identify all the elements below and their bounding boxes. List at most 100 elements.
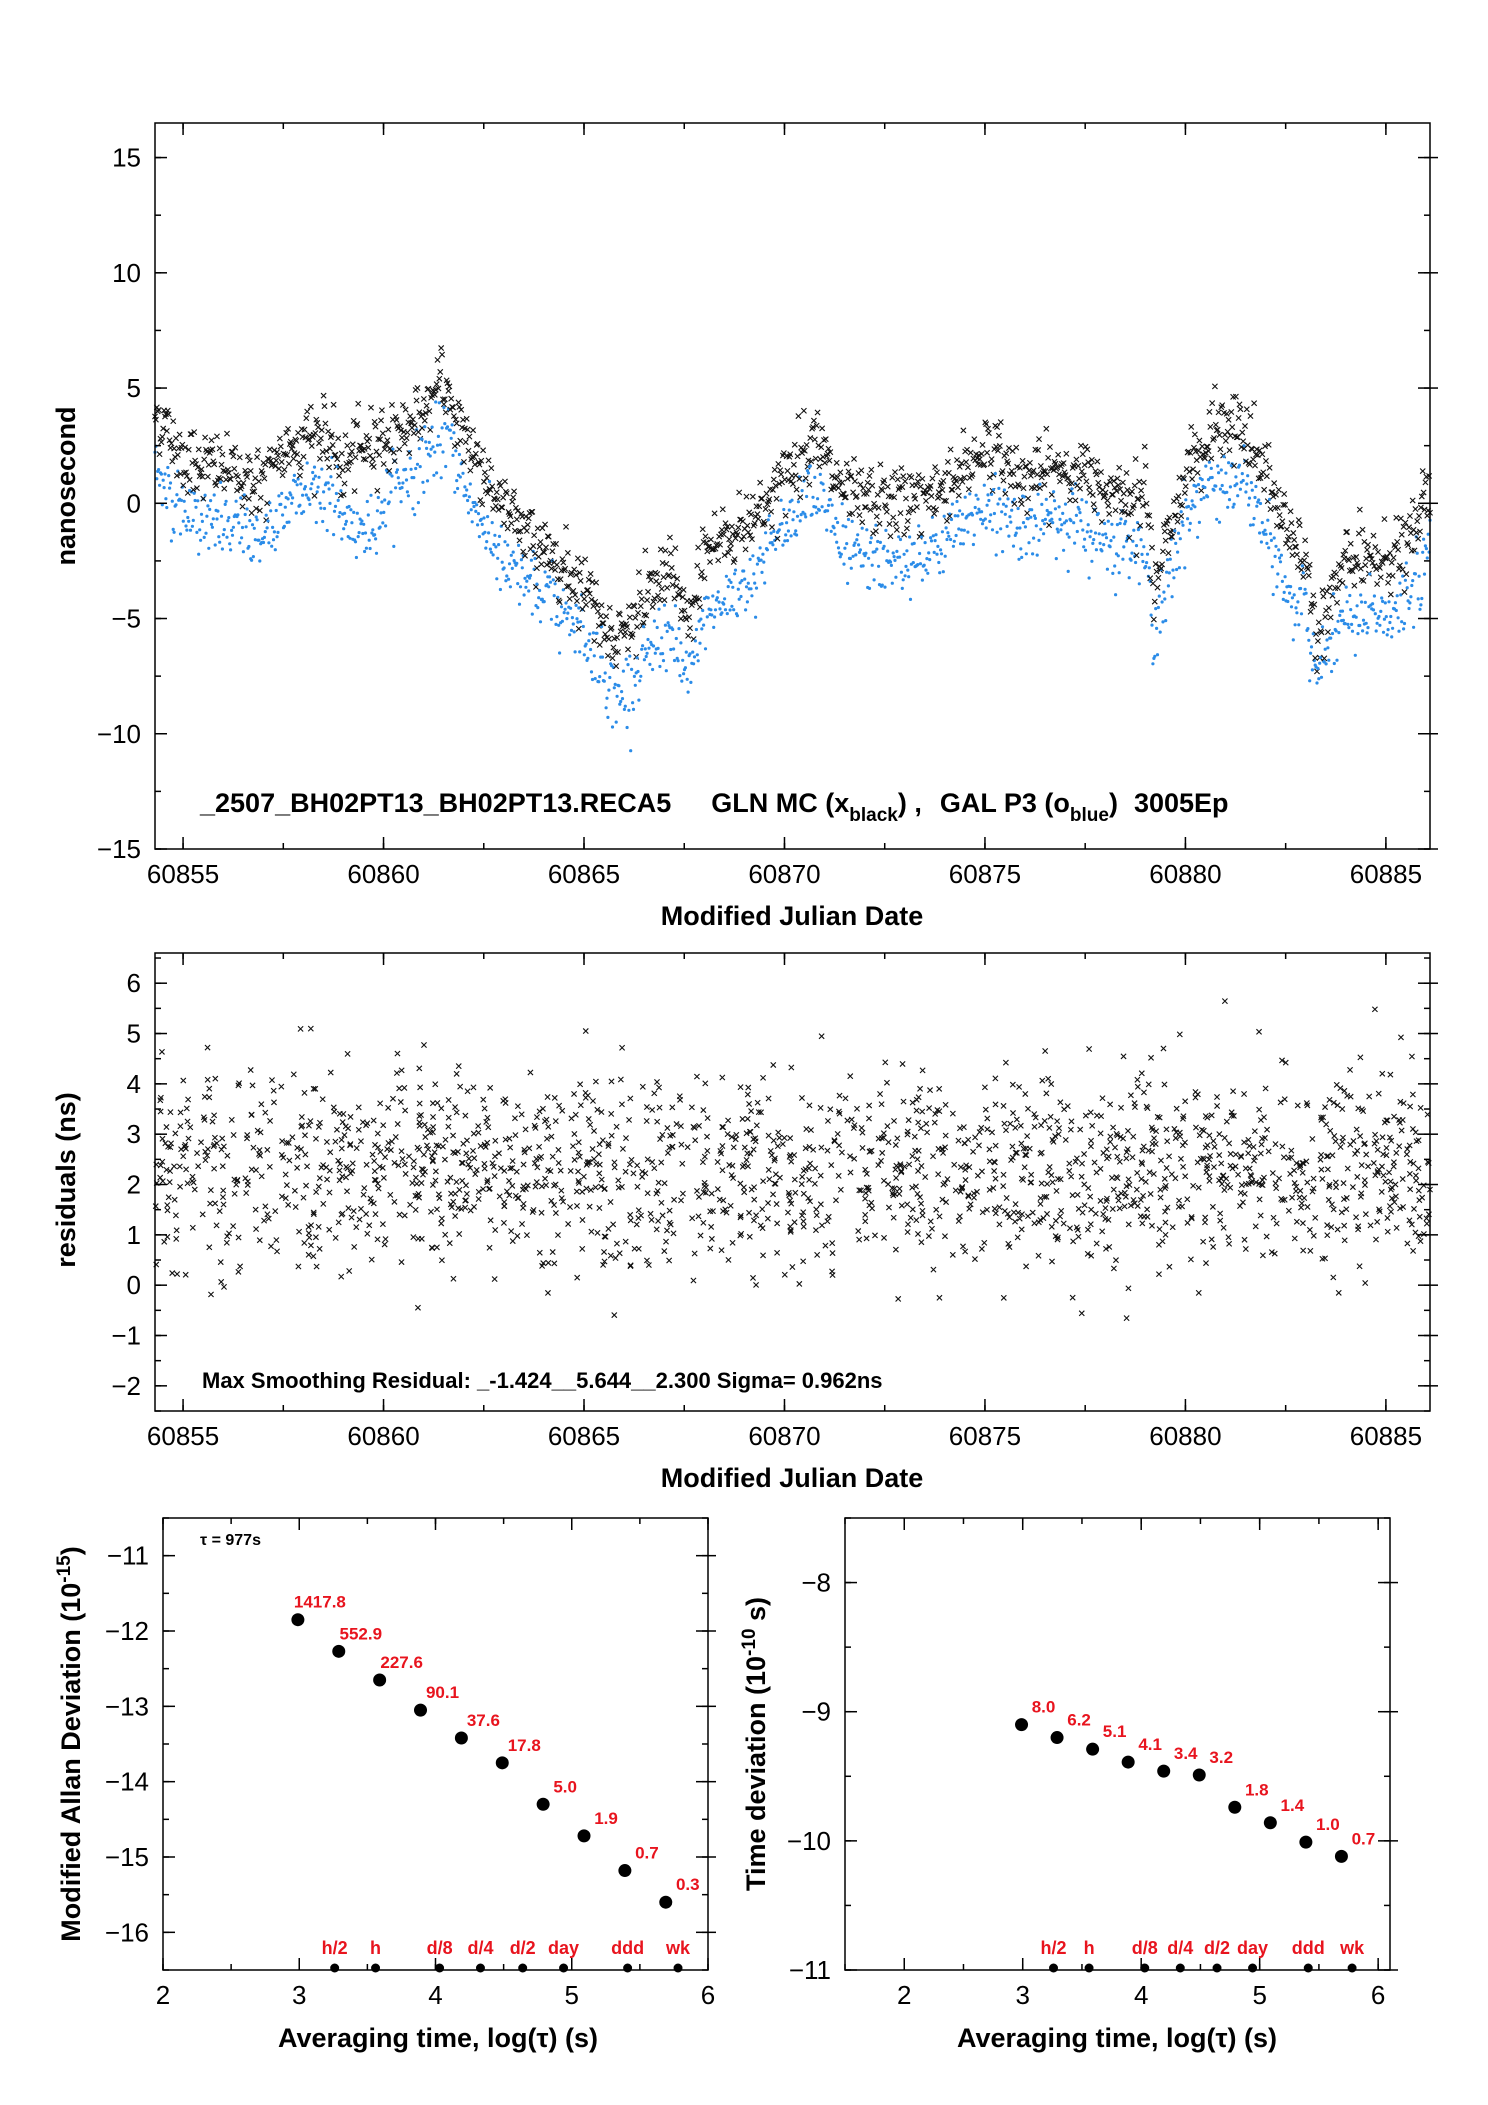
blue-point	[855, 538, 859, 542]
residual-x-point	[659, 1131, 666, 1138]
black-x-point	[319, 448, 326, 455]
residual-x-point	[746, 1209, 753, 1216]
blue-point	[1049, 511, 1053, 515]
black-x-point	[464, 426, 471, 433]
phase-y-tick-label: 5	[127, 373, 141, 403]
blue-point	[966, 530, 970, 534]
black-x-point	[322, 420, 329, 427]
residual-x-point	[1109, 1205, 1116, 1212]
residual-x-point	[1157, 1186, 1164, 1193]
blue-point	[1327, 658, 1331, 662]
residual-x-point	[527, 1069, 534, 1076]
black-x-point	[344, 442, 351, 449]
residual-x-point	[177, 1109, 184, 1116]
blue-point	[781, 543, 785, 547]
residual-y-tick-label: 5	[127, 1019, 141, 1049]
blue-point	[425, 446, 429, 450]
residual-x-point	[1014, 1234, 1021, 1241]
residual-x-point	[1218, 1181, 1225, 1187]
blue-point	[362, 522, 366, 526]
residual-x-point	[1326, 1183, 1333, 1190]
mdev-point-label: 0.3	[676, 1875, 700, 1894]
black-x-point	[194, 464, 201, 471]
black-x-point	[1307, 608, 1314, 615]
black-x-point	[300, 453, 307, 460]
blue-point	[680, 679, 684, 683]
black-x-point	[711, 510, 718, 517]
blue-point	[961, 542, 966, 546]
residual-x-point	[978, 1245, 985, 1252]
blue-point	[586, 656, 590, 660]
residual-x-point	[1210, 1243, 1217, 1250]
blue-point	[584, 642, 588, 646]
residual-x-point	[326, 1189, 333, 1196]
blue-point	[716, 590, 720, 594]
black-x-point	[183, 473, 190, 480]
residual-x-point	[1177, 1133, 1184, 1140]
residual-x-point	[224, 1152, 231, 1159]
residual-x-point	[732, 1136, 739, 1143]
black-x-point	[420, 395, 427, 402]
blue-point	[418, 465, 422, 469]
black-x-point	[1403, 571, 1410, 578]
residual-x-point	[1144, 1206, 1151, 1213]
black-x-point	[372, 423, 379, 430]
blue-point	[1041, 519, 1045, 523]
residual-x-point	[791, 1219, 798, 1226]
blue-point	[312, 477, 316, 481]
residual-x-point	[305, 1122, 312, 1129]
black-x-point	[513, 516, 520, 523]
residual-x-point	[1149, 1140, 1156, 1147]
blue-point	[1315, 681, 1319, 685]
residual-x-point	[1366, 1093, 1373, 1100]
black-x-point	[1140, 479, 1147, 486]
residual-x-point	[992, 1175, 999, 1182]
residual-x-point	[1206, 1132, 1213, 1139]
blue-point	[890, 581, 894, 585]
black-x-point	[563, 523, 570, 530]
blue-point	[219, 514, 224, 518]
blue-point	[1067, 535, 1071, 539]
residual-x-point	[667, 1132, 674, 1139]
residual-x-point	[445, 1097, 452, 1103]
residual-x-point	[678, 1141, 685, 1148]
blue-point	[1272, 536, 1276, 540]
blue-point	[645, 651, 649, 655]
blue-point	[182, 499, 186, 503]
black-x-point	[385, 426, 392, 433]
residual-x-point	[1117, 1133, 1124, 1140]
blue-point	[784, 533, 788, 537]
residual-x-point	[167, 1109, 174, 1116]
black-x-point	[592, 598, 599, 605]
residual-x-point	[1391, 1113, 1398, 1120]
black-x-point	[753, 503, 760, 510]
residual-x-point	[496, 1193, 503, 1200]
blue-point	[581, 624, 585, 629]
residual-x-point	[1304, 1179, 1311, 1186]
blue-point	[1217, 471, 1221, 475]
residual-x-point	[351, 1243, 358, 1250]
blue-point	[600, 655, 605, 659]
black-x-point	[1325, 604, 1332, 611]
residual-x-point	[221, 1283, 227, 1290]
black-x-point	[1293, 544, 1300, 550]
residual-x-point	[1133, 1186, 1140, 1193]
black-x-point	[239, 503, 246, 510]
black-x-point	[715, 557, 722, 564]
blue-point	[321, 519, 325, 524]
residual-x-point	[1423, 1220, 1430, 1227]
residual-x-point	[837, 1186, 844, 1193]
residual-x-point	[627, 1217, 634, 1224]
blue-point	[883, 585, 887, 589]
black-x-point	[562, 565, 569, 572]
black-x-point	[566, 595, 573, 602]
residual-x-point	[709, 1208, 716, 1215]
black-x-point	[851, 478, 858, 485]
blue-point	[1218, 487, 1222, 491]
series-black-label: GLN MC (x	[711, 788, 849, 818]
black-x-point	[1010, 471, 1017, 477]
residual-x-point	[1341, 1237, 1348, 1244]
residual-x-tick-label: 60865	[548, 1421, 620, 1451]
blue-point	[569, 606, 573, 610]
residual-x-point	[1365, 1163, 1372, 1170]
